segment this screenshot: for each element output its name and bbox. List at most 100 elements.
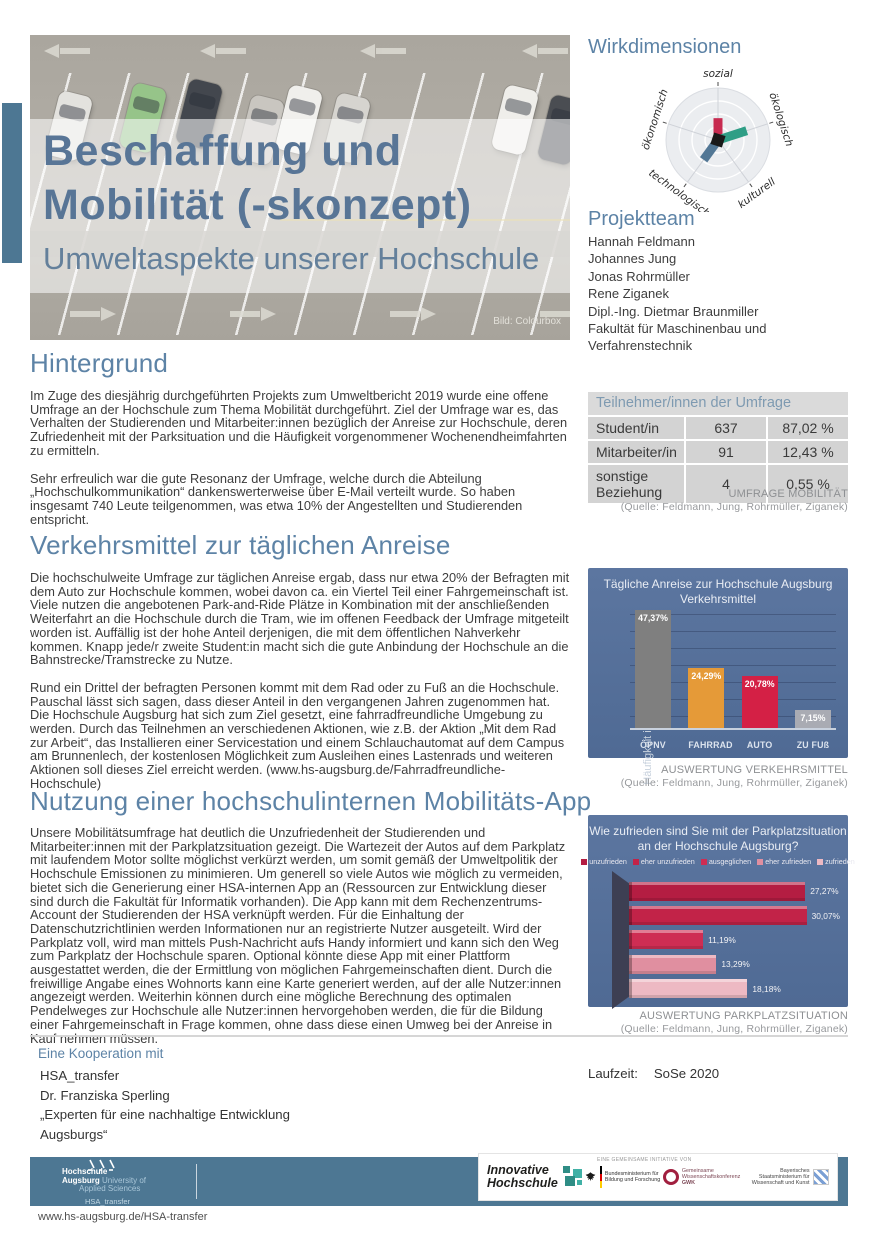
bar-eher unzufrieden <box>629 906 807 926</box>
legend-label: zufrieden <box>825 857 855 867</box>
bar-value-label: 11,19% <box>708 934 736 945</box>
chart1-caption: AUSWERTUNG VERKEHRSMITTEL <box>661 764 848 776</box>
wirkdimensionen-heading: Wirkdimensionen <box>588 36 742 58</box>
bar-value-label: 47,37% <box>638 613 668 623</box>
team-member: Johannes Jung <box>588 251 677 267</box>
paragraph: Rund ein Drittel der befragten Personen … <box>30 679 565 791</box>
chart-plot-area: 27,27% 30,07% 11,19% 13,29% 18,18% <box>612 871 840 1009</box>
bar-ausgeglichen <box>629 930 704 950</box>
paragraph: Die hochschulweite Umfrage zur täglichen… <box>30 570 570 668</box>
legend-swatch <box>581 858 588 865</box>
gwk-logo: Gemeinsame Wissenschaftskonferenz GWK <box>662 1168 740 1187</box>
radar-axis-label: ökologisch <box>766 91 795 148</box>
car-windshield <box>188 91 217 111</box>
paragraph: Unsere Mobilitätsumfrage hat deutlich di… <box>30 825 566 1046</box>
bar-row: 11,19% <box>629 928 840 952</box>
kooperation-line: Dr. Franziska Sperling <box>40 1087 170 1103</box>
bavaria-line1: Bayerisches Staatsministerium für <box>758 1167 810 1180</box>
poster-title-line2: Mobilität (-skonzept) <box>43 181 472 229</box>
chart-title: Wie zufrieden sind Sie mit der Parkplatz… <box>588 815 848 854</box>
lane-arrow-left <box>200 44 246 58</box>
laufzeit-value: SoSe 2020 <box>653 1066 720 1081</box>
legend-item: ausgeglichen <box>700 857 751 866</box>
lane-arrow-right <box>70 307 116 321</box>
team-member: Hannah Feldmann <box>588 234 695 249</box>
bar-value-label: 27,27% <box>810 886 839 897</box>
legend-swatch <box>757 858 764 865</box>
bavaria-line2: Wissenschaft und Kunst <box>751 1180 810 1187</box>
chart-title-line2: Verkehrsmittel <box>679 592 757 607</box>
survey-table-header: Teilnehmer/innen der Umfrage <box>588 392 848 415</box>
x-tick-label: ZU FUß <box>796 740 830 750</box>
german-flag-stripe <box>599 1166 602 1188</box>
footer-separator <box>196 1164 197 1199</box>
bar-zufrieden <box>629 979 748 999</box>
kooperation-line: HSA_transfer <box>40 1068 120 1083</box>
poster-title-line1: Beschaffung und <box>43 127 402 175</box>
legend-swatch <box>700 858 707 865</box>
legend-swatch <box>632 858 639 865</box>
x-tick-label: ÖPNV <box>640 740 666 750</box>
federal-eagle-icon <box>585 1172 596 1182</box>
bar-row: 30,07% <box>629 903 840 927</box>
bar-ÖPNV: 47,37% <box>635 610 671 728</box>
innovative-hochschule-logo: Innovative Hochschule <box>487 1164 584 1190</box>
survey-table: Teilnehmer/innen der Umfrage Student/in 6… <box>588 392 848 505</box>
section-heading-hintergrund: Hintergrund <box>30 348 169 378</box>
hsa-line2-bold: Augsburg <box>62 1175 100 1185</box>
accent-bar <box>2 103 22 263</box>
bar-eher zufrieden <box>629 954 717 974</box>
chart2-source: (Quelle: Feldmann, Jung, Rohrmüller, Zig… <box>620 1023 848 1035</box>
bar-value-label: 13,29% <box>721 959 750 970</box>
laufzeit: Laufzeit: SoSe 2020 <box>588 1066 719 1081</box>
car-windshield <box>504 97 533 117</box>
bar-FAHRRAD: 24,29% <box>688 667 725 728</box>
chart-plot-area: Häufigkeit in % 47,37% 24,29% 20,78% 7,15% <box>630 610 836 785</box>
poster-subtitle: Umweltaspekte unserer Hochschule <box>43 241 540 276</box>
title-overlay <box>30 119 570 293</box>
projektteam-list: Hannah Feldmann Johannes Jung Jonas Rohrmü… <box>588 233 858 355</box>
table-cell: Student/in <box>588 417 684 439</box>
section-heading-mobilitaets-app: Nutzung einer hochschulinternen Mobilitä… <box>30 786 592 816</box>
chart-title: Tägliche Anreise zur Hochschule Augsburg… <box>588 568 848 607</box>
table-cell: 637 <box>686 417 766 439</box>
3d-wall <box>612 871 629 1009</box>
car-windshield <box>132 95 161 115</box>
gwk-ring-icon <box>662 1168 679 1185</box>
section-heading-verkehrsmittel: Verkehrsmittel zur täglichen Anreise <box>30 530 451 560</box>
wirkdimensionen-radar-chart: sozial ökologisch kulturell technologisch ök… <box>588 62 848 212</box>
chart-title-line2: an der Hochschule Augsburg? <box>637 839 799 854</box>
x-tick-label: FAHRRAD <box>688 740 733 750</box>
laufzeit-label: Laufzeit: <box>588 1066 638 1081</box>
bmbf-logo: Bundesministerium für Bildung und Forsch… <box>584 1166 663 1188</box>
bar-row: 13,29% <box>629 952 840 976</box>
bar-row: 27,27% <box>629 879 840 903</box>
hero-image: Beschaffung und Mobilität (-skonzept) Um… <box>30 35 570 340</box>
survey-table-source: (Quelle: Feldmann, Jung, Rohrmüller, Zig… <box>620 501 848 513</box>
x-axis-labels: ÖPNV FAHRRAD AUTO ZU FUß <box>630 740 836 750</box>
survey-table-caption: UMFRAGE MOBILITÄT <box>728 488 848 500</box>
team-member: Dipl.-Ing. Dietmar Braunmiller <box>588 303 759 319</box>
bavaria-logo: Bayerisches Staatsministerium für Wissen… <box>740 1168 829 1187</box>
hsa-logo-icon <box>88 1159 115 1171</box>
table-cell: 87,02 % <box>768 417 848 439</box>
paragraph: Sehr erfreulich war die gute Resonanz de… <box>30 470 523 527</box>
team-member: Fakultät für Maschinenbau und Verfahrens… <box>588 321 767 354</box>
chart-title-line1: Tägliche Anreise zur Hochschule Augsburg <box>603 577 833 591</box>
lane-arrow-right <box>230 307 276 321</box>
chart1-source: (Quelle: Feldmann, Jung, Rohrmüller, Zig… <box>620 777 848 789</box>
bar-value-label: 7,15% <box>800 713 826 724</box>
kooperation-heading: Eine Kooperation mit <box>38 1046 164 1061</box>
footer-divider <box>30 1035 848 1037</box>
team-member: Rene Ziganek <box>588 286 669 302</box>
chart2-caption: AUSWERTUNG PARKPLATZSITUATION <box>639 1010 848 1022</box>
section-body-mobilitaets-app: Unsere Mobilitätsumfrage hat deutlich di… <box>30 826 571 1059</box>
bar-value-label: 18,18% <box>752 983 781 994</box>
x-tick-label: AUTO <box>746 740 773 750</box>
legend-item: unzufrieden <box>581 857 627 866</box>
footer-bar: Hochschule Augsburg University of Applie… <box>30 1153 848 1206</box>
legend-item: zufrieden <box>817 857 855 866</box>
bar-value-label: 20,78% <box>744 679 775 690</box>
kooperation-lines: HSA_transfer Dr. Franziska Sperling „Exper… <box>40 1066 350 1144</box>
team-member: Jonas Rohrmüller <box>588 268 690 284</box>
